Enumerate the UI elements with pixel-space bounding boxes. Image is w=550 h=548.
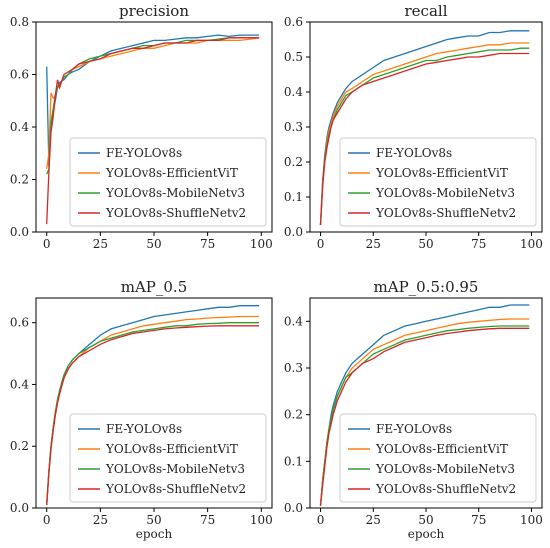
x-tick-label: 25 xyxy=(93,513,108,527)
legend-label: FE-YOLOv8s xyxy=(376,422,452,436)
x-tick-label: 25 xyxy=(366,237,381,251)
series-line xyxy=(319,42,530,226)
legend: FE-YOLOv8s YOLOv8s-EfficientViT YOLOv8s-Mo… xyxy=(339,413,537,503)
legend-label: YOLOv8s-ShuffleNetv2 xyxy=(105,206,246,220)
chart-title: mAP_0.5 xyxy=(121,278,188,296)
chart-panel: mAP_0.5:0.95 0 25 50 75 100 0.0 0.1 0.2 0.3 0.4 epo… xyxy=(284,278,543,541)
legend-label: YOLOv8s-EfficientViT xyxy=(105,166,238,180)
legend-label: FE-YOLOv8s xyxy=(106,422,182,436)
x-tick-label: 75 xyxy=(471,237,486,251)
legend-label: YOLOv8s-ShuffleNetv2 xyxy=(105,482,246,496)
y-tick-label: 0.3 xyxy=(284,361,303,375)
x-tick-label: 25 xyxy=(93,237,108,251)
y-tick-label: 0.8 xyxy=(10,15,29,29)
legend: FE-YOLOv8s YOLOv8s-EfficientViT YOLOv8s-Mo… xyxy=(69,137,267,227)
y-tick-label: 0.6 xyxy=(284,15,303,29)
y-tick-label: 0.4 xyxy=(10,377,29,391)
y-tick-label: 0.5 xyxy=(284,50,303,64)
series-line xyxy=(319,327,530,506)
y-tick-label: 0.3 xyxy=(284,120,303,134)
legend-box xyxy=(339,413,537,503)
x-tick-label: 0 xyxy=(43,237,51,251)
x-tick-label: 50 xyxy=(146,513,161,527)
legend-label: YOLOv8s-EfficientViT xyxy=(375,442,508,456)
x-tick-label: 100 xyxy=(520,237,543,251)
x-tick-label: 0 xyxy=(43,513,51,527)
chart-title: mAP_0.5:0.95 xyxy=(374,278,479,296)
legend-label: YOLOv8s-MobileNetv3 xyxy=(375,462,515,476)
x-tick-label: 100 xyxy=(250,513,273,527)
legend-label: FE-YOLOv8s xyxy=(106,146,182,160)
y-tick-label: 0.4 xyxy=(284,314,303,328)
legend-label: YOLOv8s-EfficientViT xyxy=(375,166,508,180)
chart-panel: recall 0 25 50 75 100 0.0 0.1 0.2 0.3 0.4 0.5 0.6 FE-… xyxy=(284,2,543,251)
y-tick-label: 0.0 xyxy=(10,225,29,239)
x-tick-label: 0 xyxy=(317,237,325,251)
x-tick-label: 50 xyxy=(146,237,161,251)
legend-label: YOLOv8s-MobileNetv3 xyxy=(375,186,515,200)
series-line xyxy=(46,34,260,167)
y-tick-label: 0.2 xyxy=(10,439,29,453)
x-tick-label: 75 xyxy=(200,513,215,527)
x-tick-label: 0 xyxy=(317,513,325,527)
chart-title: recall xyxy=(405,2,448,20)
chart-panel: precision 0 25 50 75 100 0.0 0.2 0.4 0.6 0.8 FE-YOL… xyxy=(10,2,273,251)
legend-label: FE-YOLOv8s xyxy=(376,146,452,160)
series-line xyxy=(319,325,530,506)
legend: FE-YOLOv8s YOLOv8s-EfficientViT YOLOv8s-Mo… xyxy=(69,413,267,503)
y-tick-label: 0.4 xyxy=(284,85,303,99)
series-line xyxy=(319,30,530,226)
legend: FE-YOLOv8s YOLOv8s-EfficientViT YOLOv8s-Mo… xyxy=(339,137,537,227)
x-tick-label: 100 xyxy=(250,237,273,251)
y-tick-label: 0.2 xyxy=(10,173,29,187)
x-tick-label: 75 xyxy=(471,513,486,527)
legend-box xyxy=(69,413,267,503)
y-tick-label: 0.1 xyxy=(284,454,303,468)
y-tick-label: 0.6 xyxy=(10,68,29,82)
y-tick-label: 0.2 xyxy=(284,408,303,422)
chart-panel: mAP_0.5 0 25 50 75 100 0.0 0.2 0.4 0.6 epoch FE-YOL… xyxy=(10,278,273,541)
chart-title: precision xyxy=(119,2,189,20)
y-tick-label: 0.0 xyxy=(284,225,303,239)
legend-box xyxy=(69,137,267,227)
legend-label: YOLOv8s-MobileNetv3 xyxy=(105,462,245,476)
x-tick-label: 25 xyxy=(366,513,381,527)
x-tick-label: 50 xyxy=(418,513,433,527)
y-tick-label: 0.1 xyxy=(284,190,303,204)
x-tick-label: 75 xyxy=(200,237,215,251)
y-tick-label: 0.6 xyxy=(10,316,29,330)
legend-label: YOLOv8s-MobileNetv3 xyxy=(105,186,245,200)
y-tick-label: 0.0 xyxy=(10,501,29,515)
x-axis-label: epoch xyxy=(408,527,445,541)
legend-label: YOLOv8s-EfficientViT xyxy=(105,442,238,456)
y-tick-label: 0.0 xyxy=(284,501,303,515)
y-tick-label: 0.4 xyxy=(10,120,29,134)
legend-box xyxy=(339,137,537,227)
x-axis-label: epoch xyxy=(136,527,173,541)
x-tick-label: 50 xyxy=(418,237,433,251)
y-tick-label: 0.2 xyxy=(284,155,303,169)
x-tick-label: 100 xyxy=(520,513,543,527)
series-line xyxy=(46,325,260,505)
series-line xyxy=(319,52,530,226)
series-line xyxy=(46,37,260,225)
legend-label: YOLOv8s-ShuffleNetv2 xyxy=(375,206,516,220)
legend-label: YOLOv8s-ShuffleNetv2 xyxy=(375,482,516,496)
